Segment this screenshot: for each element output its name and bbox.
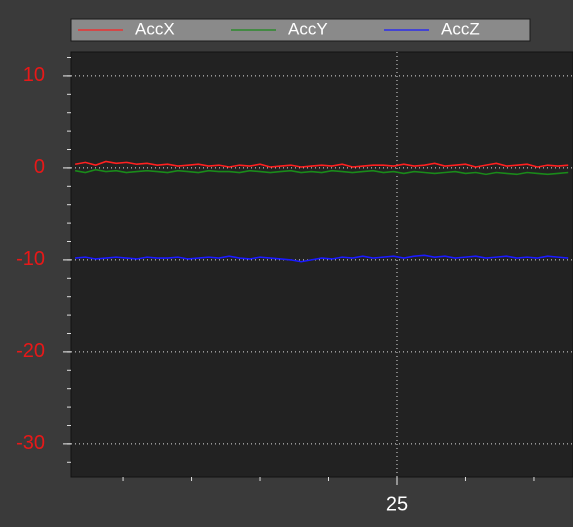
y-tick-label: 0 bbox=[34, 156, 45, 178]
data-line bbox=[74, 168, 569, 176]
legend-label: AccZ bbox=[441, 19, 480, 38]
legend bbox=[70, 18, 531, 42]
y-tick-label: -10 bbox=[16, 248, 45, 270]
plot-area bbox=[70, 51, 573, 478]
legend-label: AccX bbox=[135, 19, 175, 38]
y-tick-label: 10 bbox=[23, 64, 45, 86]
data-line bbox=[75, 254, 569, 263]
y-tick-label: -30 bbox=[16, 432, 45, 454]
data-line bbox=[74, 160, 569, 168]
x-tick-label: 25 bbox=[386, 493, 408, 515]
y-tick-label: -20 bbox=[16, 340, 45, 362]
series-group bbox=[74, 160, 569, 263]
legend-label: AccY bbox=[288, 19, 328, 38]
